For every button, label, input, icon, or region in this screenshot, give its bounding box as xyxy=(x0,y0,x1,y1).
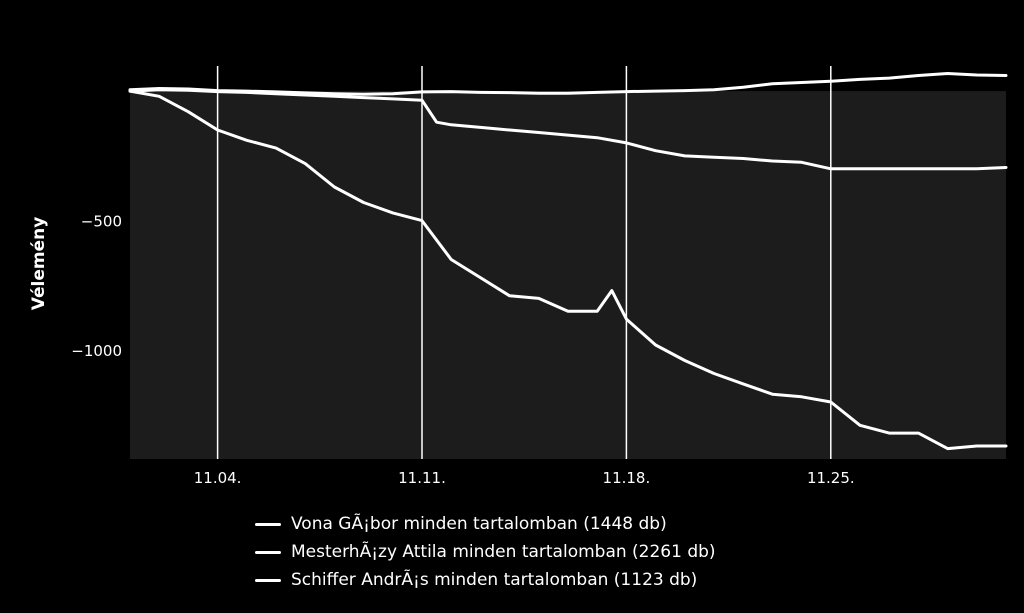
y-tick-label: −1000 xyxy=(71,342,122,360)
legend: Vona GÃ¡bor minden tartalomban (1448 db)… xyxy=(255,510,716,594)
x-tick-label: 11.25. xyxy=(807,469,855,487)
y-tick-label: −500 xyxy=(81,213,122,231)
series-line-2 xyxy=(128,89,1008,451)
y-axis-label: Vélemény xyxy=(29,217,49,311)
x-tick-label: 11.11. xyxy=(398,469,446,487)
legend-item-schiffer: Schiffer AndrÃ¡s minden tartalomban (112… xyxy=(255,566,716,594)
legend-label: Schiffer AndrÃ¡s minden tartalomban (112… xyxy=(291,570,698,590)
legend-label: MesterhÃ¡zy Attila minden tartalomban (2… xyxy=(291,542,716,562)
legend-swatch xyxy=(255,550,281,554)
x-tick-label: 11.18. xyxy=(603,469,651,487)
legend-swatch xyxy=(255,522,281,526)
legend-item-mesterhazy: MesterhÃ¡zy Attila minden tartalomban (2… xyxy=(255,538,716,566)
x-axis-ticks: 11.04. 11.11. 11.18. 11.25. xyxy=(194,469,855,487)
series-line-1 xyxy=(128,88,1008,171)
y-axis-ticks: −500 −1000 xyxy=(71,213,122,361)
series-lines xyxy=(128,72,1008,451)
legend-item-vona: Vona GÃ¡bor minden tartalomban (1448 db) xyxy=(255,510,716,538)
x-tick-label: 11.04. xyxy=(194,469,242,487)
legend-label: Vona GÃ¡bor minden tartalomban (1448 db) xyxy=(291,514,667,534)
plot-background-negative xyxy=(130,91,1006,459)
legend-swatch xyxy=(255,578,281,582)
series-line-0 xyxy=(128,72,1008,96)
